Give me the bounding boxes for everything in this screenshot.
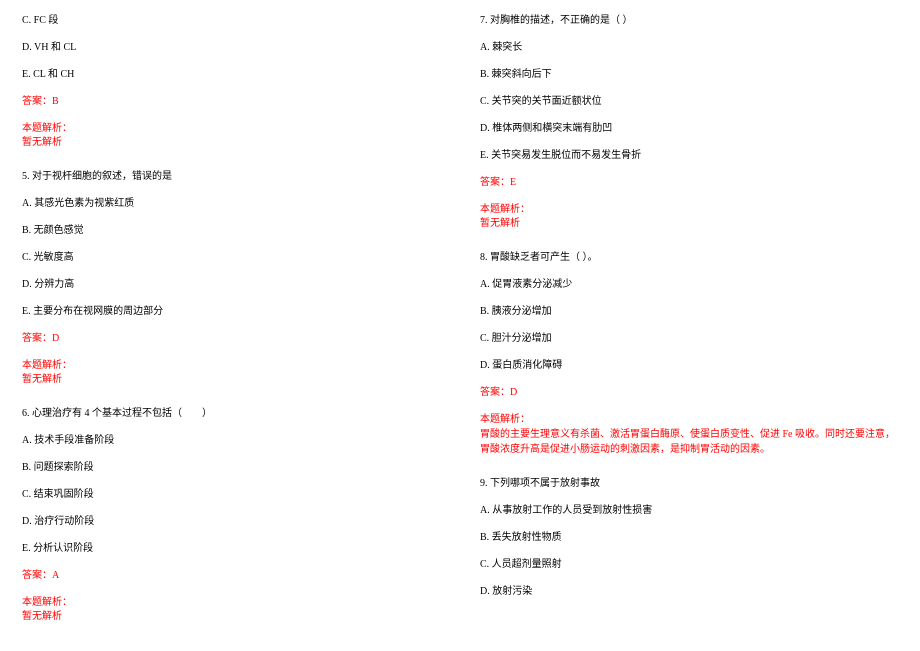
q7-stem: 7. 对胸椎的描述，不正确的是（ ） bbox=[480, 14, 898, 28]
q4-option-c: C. FC 段 bbox=[22, 14, 440, 28]
q7-option-e: E. 关节突易发生脱位而不易发生骨折 bbox=[480, 149, 898, 163]
q8-explain-label: 本题解析： bbox=[480, 413, 898, 427]
q8-option-b: B. 胰液分泌增加 bbox=[480, 305, 898, 319]
q6-answer: 答案：A bbox=[22, 569, 440, 583]
q6-option-c: C. 结束巩固阶段 bbox=[22, 488, 440, 502]
q5-option-b: B. 无颜色感觉 bbox=[22, 224, 440, 238]
q4-answer: 答案：B bbox=[22, 95, 440, 109]
q7-option-b: B. 棘突斜向后下 bbox=[480, 68, 898, 82]
q5-option-a: A. 其感光色素为视紫红质 bbox=[22, 197, 440, 211]
q6-option-b: B. 问题探索阶段 bbox=[22, 461, 440, 475]
q6-option-a: A. 技术手段准备阶段 bbox=[22, 434, 440, 448]
q7-option-a: A. 棘突长 bbox=[480, 41, 898, 55]
q7-answer: 答案：E bbox=[480, 176, 898, 190]
q8-stem: 8. 胃酸缺乏者可产生（ ）。 bbox=[480, 251, 898, 265]
right-column: 7. 对胸椎的描述，不正确的是（ ） A. 棘突长 B. 棘突斜向后下 C. 关… bbox=[460, 14, 898, 624]
q4-explain-label: 本题解析： bbox=[22, 122, 440, 136]
q9-stem: 9. 下列哪项不属于放射事故 bbox=[480, 477, 898, 491]
q5-option-e: E. 主要分布在视网膜的周边部分 bbox=[22, 305, 440, 319]
q5-stem: 5. 对于视杆细胞的叙述，错误的是 bbox=[22, 170, 440, 184]
q6-explain-label: 本题解析： bbox=[22, 596, 440, 610]
q9-option-c: C. 人员超剂量照射 bbox=[480, 558, 898, 572]
q8-option-d: D. 蛋白质消化障碍 bbox=[480, 359, 898, 373]
q5-explain-label: 本题解析： bbox=[22, 359, 440, 373]
q5-option-d: D. 分辨力高 bbox=[22, 278, 440, 292]
q4-explain-text: 暂无解析 bbox=[22, 136, 440, 150]
q4-option-e: E. CL 和 CH bbox=[22, 68, 440, 82]
q8-option-a: A. 促胃液素分泌减少 bbox=[480, 278, 898, 292]
q4-option-d: D. VH 和 CL bbox=[22, 41, 440, 55]
q7-option-c: C. 关节突的关节面近额状位 bbox=[480, 95, 898, 109]
q9-option-d: D. 放射污染 bbox=[480, 585, 898, 599]
q8-option-c: C. 胆汁分泌增加 bbox=[480, 332, 898, 346]
q5-option-c: C. 光敏度高 bbox=[22, 251, 440, 265]
q6-stem: 6. 心理治疗有 4 个基本过程不包括（ ） bbox=[22, 407, 440, 421]
q7-explain-label: 本题解析： bbox=[480, 203, 898, 217]
q7-option-d: D. 椎体两侧和横突末端有肋凹 bbox=[480, 122, 898, 136]
q9-option-a: A. 从事放射工作的人员受到放射性损害 bbox=[480, 504, 898, 518]
q8-explain-text: 胃酸的主要生理意义有杀菌、激活胃蛋白酶原、使蛋白质变性、促进 Fe 吸收。同时还… bbox=[480, 427, 898, 457]
left-column: C. FC 段 D. VH 和 CL E. CL 和 CH 答案：B 本题解析：… bbox=[22, 14, 460, 624]
q9-option-b: B. 丢失放射性物质 bbox=[480, 531, 898, 545]
q5-explain-text: 暂无解析 bbox=[22, 373, 440, 387]
q6-explain-text: 暂无解析 bbox=[22, 610, 440, 624]
q6-option-d: D. 治疗行动阶段 bbox=[22, 515, 440, 529]
q6-option-e: E. 分析认识阶段 bbox=[22, 542, 440, 556]
q5-answer: 答案：D bbox=[22, 332, 440, 346]
q8-answer: 答案：D bbox=[480, 386, 898, 400]
q7-explain-text: 暂无解析 bbox=[480, 217, 898, 231]
